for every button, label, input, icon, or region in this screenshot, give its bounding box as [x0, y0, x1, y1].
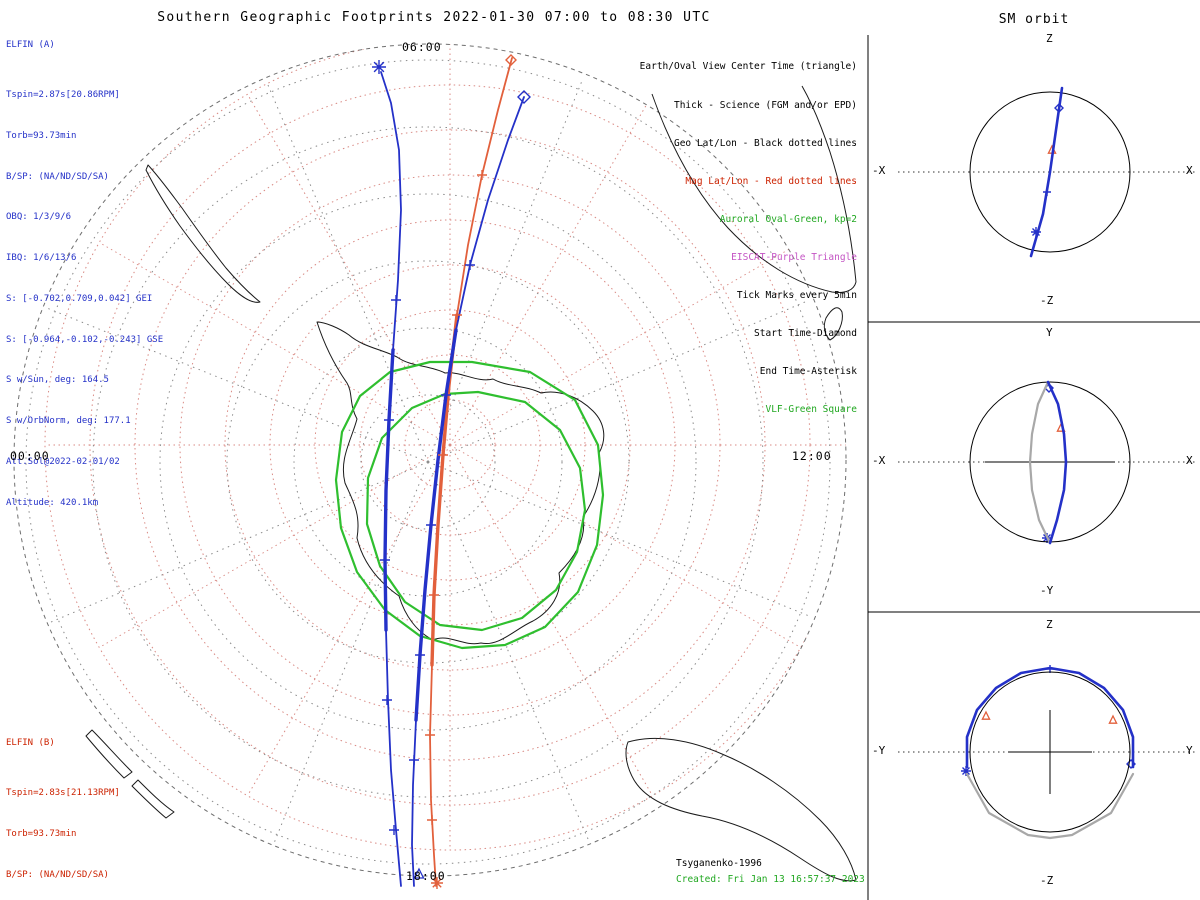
elfin-a-name: ELFIN (A)	[6, 40, 55, 51]
model-credit: Tsyganenko-1996	[676, 858, 762, 869]
elfin-a-track-thick-ascending	[383, 348, 395, 632]
africa-outline	[651, 85, 857, 293]
elfin-b-line: B/SP: (NA/ND/SD/SA)	[6, 869, 109, 880]
legend-item: Tick Marks every 5min	[736, 290, 857, 302]
map-boundary-circle	[13, 43, 847, 877]
orbit-yz-track-front	[965, 666, 1135, 769]
clock-label-1800: 18:00	[406, 869, 446, 883]
south-america-outline	[145, 164, 261, 303]
elfin-b-info-block: ELFIN (B) Tspin=2.83s[21.13RPM] Torb=93.…	[6, 710, 158, 900]
sm-orbit-panel-yz	[898, 666, 1196, 840]
axis-label-p2-bottom: -Y	[1040, 584, 1054, 597]
legend-item: Geo Lat/Lon - Black dotted lines	[673, 137, 857, 149]
legend-item: Earth/Oval View Center Time (triangle)	[639, 61, 857, 73]
elfin-a-line: S: [-0.702,0.709,0.042] GEI	[6, 293, 153, 304]
axis-label-p2-left: -X	[872, 454, 886, 467]
earth-circle-yz	[969, 671, 1131, 833]
elfin-a-line: S w/OrbNorm, deg: 177.1	[6, 416, 131, 427]
axis-label-p3-right: Y	[1186, 744, 1193, 757]
elfin-a-track-descending	[411, 96, 525, 887]
legend-item: Auroral Oval-Green, kp=2	[719, 213, 857, 225]
elfin-a-line: Torb=93.73min	[6, 130, 77, 141]
elfin-a-line: OBQ: 1/3/9/6	[6, 212, 72, 223]
legend-item: VLF-Green Square	[765, 404, 857, 416]
clock-label-1200: 12:00	[792, 449, 832, 463]
new-zealand-outline	[85, 729, 175, 819]
axis-label-p1-left: -X	[872, 164, 886, 177]
sm-orbit-panel-xy	[898, 380, 1196, 545]
axis-label-p1-bottom: -Z	[1040, 294, 1054, 307]
page-title: Southern Geographic Footprints 2022-01-3…	[157, 10, 711, 25]
created-timestamp: Created: Fri Jan 13 16:57:37 2023	[676, 874, 865, 885]
elfin-a-line: S w/Sun, deg: 164.5	[6, 375, 109, 386]
coastlines	[85, 85, 857, 882]
auroral-oval-inner	[365, 390, 587, 632]
axis-label-p3-top: Z	[1046, 618, 1053, 631]
axis-label-p1-top: Z	[1046, 32, 1053, 45]
clock-label-0600: 06:00	[402, 40, 442, 54]
elfin-b-line: Tspin=2.83s[21.13RPM]	[6, 787, 120, 798]
orbit-yz-track-behind	[965, 772, 1135, 840]
legend-item: EISCAT-Purple Triangle	[731, 251, 857, 263]
axis-label-p3-left: -Y	[872, 744, 886, 757]
auroral-oval-outer	[334, 360, 605, 650]
sm-orbit-panel-xz	[898, 86, 1196, 258]
elfin-b-line: Torb=93.73min	[6, 828, 77, 839]
elfin-a-line: Altitude: 420.1km	[6, 497, 99, 508]
axis-label-p3-bottom: -Z	[1040, 874, 1054, 887]
axis-label-p2-top: Y	[1046, 326, 1053, 339]
elfin-a-line: Att.Sol@2022-02-01/02	[6, 457, 120, 467]
sm-orbit-title: SM orbit	[998, 12, 1070, 27]
legend-item: End Time-Asterisk	[759, 366, 857, 378]
australia-outline	[625, 737, 857, 882]
orbit-xz-track	[1029, 86, 1064, 258]
legend-item: Start Time-Diamond	[754, 328, 857, 340]
map-graticule	[25, 44, 846, 865]
plot-legend: Earth/Oval View Center Time (triangle) T…	[640, 36, 857, 443]
orbit-xy-track-behind	[1028, 380, 1052, 545]
legend-item: Mag Lat/Lon - Red dotted lines	[685, 175, 857, 187]
elfin-a-info-block: ELFIN (A) Tspin=2.87s[20.86RPM] Torb=93.…	[6, 12, 163, 538]
axis-label-p1-right: X	[1186, 164, 1193, 177]
axis-label-p2-right: X	[1186, 454, 1193, 467]
orbit-xy-track-front	[1046, 380, 1068, 545]
antarctica-outline	[316, 321, 605, 645]
elfin-a-line: S: [-0.964,-0.102,-0.243] GSE	[6, 334, 164, 345]
elfin-b-name: ELFIN (B)	[6, 738, 55, 749]
elfin-a-line: IBQ: 1/6/13/6	[6, 253, 77, 264]
elfin-a-track-ascending	[380, 71, 402, 887]
legend-item: Thick - Science (FGM and/or EPD)	[673, 99, 857, 111]
madagascar-outline	[823, 307, 843, 341]
elfin-a-line: Tspin=2.87s[20.86RPM]	[6, 89, 120, 100]
earth-circle-xz	[969, 91, 1131, 253]
elfin-a-line: B/SP: (NA/ND/SD/SA)	[6, 171, 109, 182]
clock-label-0000: 00:00	[10, 449, 50, 463]
